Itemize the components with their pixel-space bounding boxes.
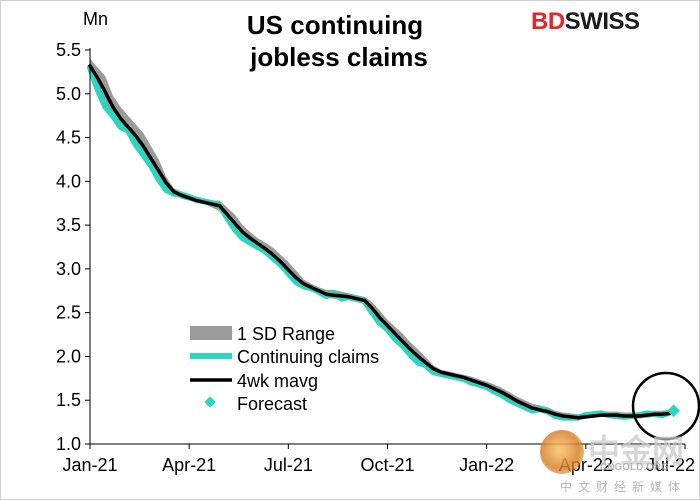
chart-title-line-1: US continuing — [247, 10, 423, 40]
y-axis-ticks: 1.0 1.5 2.0 2.5 3.0 3.5 4.0 4.5 5.0 5.5 — [56, 40, 90, 454]
y-tick-label: 5.0 — [56, 84, 81, 104]
cngold-logo-icon — [540, 430, 584, 474]
x-tick-label: Jul-22 — [646, 455, 695, 475]
legend-label-forecast: Forecast — [237, 394, 307, 414]
y-tick-label: 2.5 — [56, 303, 81, 323]
y-tick-label: 2.0 — [56, 346, 81, 366]
sd-range-band-layer — [90, 58, 670, 420]
y-tick-label: 3.5 — [56, 215, 81, 235]
watermark-sub-text: CNGOLD.ORG — [600, 462, 669, 473]
y-tick-label: 4.0 — [56, 171, 81, 191]
mavg-series-layer — [88, 64, 672, 420]
watermark-cn-text: 中文财经新媒体 — [560, 480, 687, 494]
brand-part-2: SWISS — [564, 8, 640, 35]
x-tick-label: Jan-21 — [62, 455, 117, 475]
legend-label-sd-range: 1 SD Range — [237, 324, 335, 344]
y-tick-label: 3.0 — [56, 259, 81, 279]
y-axis-unit-label: Mn — [83, 9, 108, 29]
y-tick-label: 5.5 — [56, 40, 81, 60]
chart-title-line-2: jobless claims — [249, 42, 428, 72]
legend-label-continuing-claims: Continuing claims — [237, 347, 379, 367]
continuing-claims-series-layer — [87, 64, 673, 421]
bdswiss-logo: BDSWISS — [531, 8, 640, 36]
y-tick-label: 1.0 — [56, 434, 81, 454]
legend: 1 SD Range Continuing claims 4wk mavg Fo… — [190, 324, 379, 414]
forecast-highlight-circle — [631, 371, 700, 441]
sd-range-band — [90, 58, 670, 420]
cngold-watermark: 中金网 CNGOLD.ORG 中文财经新媒体 — [540, 428, 700, 498]
y-tick-label: 4.5 — [56, 128, 81, 148]
mavg-line — [88, 64, 672, 420]
legend-label-mavg: 4wk mavg — [237, 371, 318, 391]
x-tick-label: Oct-21 — [360, 455, 414, 475]
x-tick-label: Jul-21 — [264, 455, 313, 475]
legend-swatch-forecast — [204, 396, 216, 408]
brand-part-1: BD — [531, 8, 565, 35]
axes — [89, 48, 685, 445]
x-tick-label: Jan-22 — [459, 455, 514, 475]
y-tick-label: 1.5 — [56, 390, 81, 410]
legend-swatch-sd-range — [190, 326, 232, 340]
x-tick-label: Apr-21 — [162, 455, 216, 475]
watermark-main-text: 中金网 — [588, 433, 685, 469]
continuing-claims-line — [87, 64, 673, 421]
